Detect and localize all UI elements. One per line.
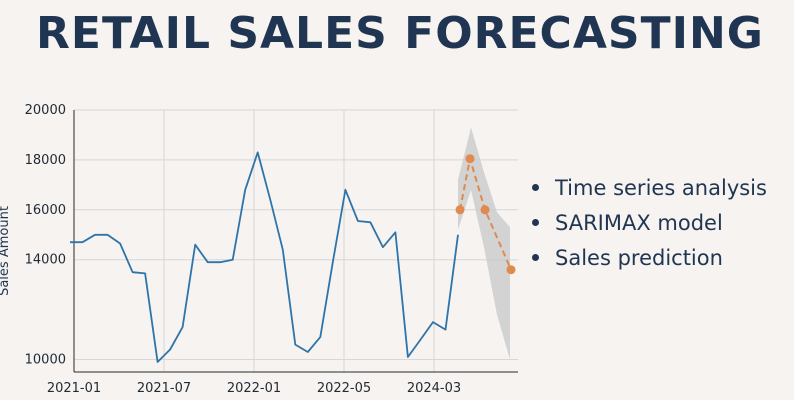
bullet-item: Time series analysis bbox=[532, 170, 767, 205]
page-title: RETAIL SALES FORECASTING bbox=[36, 8, 764, 59]
bullet-dot-icon bbox=[532, 219, 539, 226]
forecast-confidence-band bbox=[458, 127, 510, 360]
y-tick-label: 14000 bbox=[25, 253, 66, 268]
bullet-text: SARIMAX model bbox=[555, 210, 723, 235]
forecast-point bbox=[506, 265, 516, 275]
bullet-item: SARIMAX model bbox=[532, 205, 767, 240]
y-tick-label: 20000 bbox=[25, 103, 66, 118]
x-tick-label: 2021-07 bbox=[137, 381, 191, 396]
x-tick-label: 2021-01 bbox=[47, 381, 101, 396]
y-tick-label: 18000 bbox=[25, 153, 66, 168]
bullet-text: Time series analysis bbox=[555, 175, 767, 200]
bullet-text: Sales prediction bbox=[555, 245, 723, 270]
forecast-point bbox=[465, 154, 475, 164]
forecast-point bbox=[455, 205, 465, 215]
x-tick-label: 2022-01 bbox=[227, 381, 281, 396]
bullet-item: Sales prediction bbox=[532, 240, 767, 275]
y-tick-label: 10000 bbox=[25, 353, 66, 368]
x-tick-label: 2022-05 bbox=[317, 381, 371, 396]
y-axis-label: Sales Amount bbox=[0, 206, 12, 296]
y-tick-label: 16000 bbox=[25, 203, 66, 218]
forecast-point bbox=[480, 205, 490, 215]
bullet-dot-icon bbox=[532, 184, 539, 191]
x-tick-label: 2024-03 bbox=[407, 381, 461, 396]
history-series-line bbox=[70, 151, 459, 363]
bullet-list: Time series analysis SARIMAX model Sales… bbox=[532, 170, 767, 275]
bullet-dot-icon bbox=[532, 254, 539, 261]
